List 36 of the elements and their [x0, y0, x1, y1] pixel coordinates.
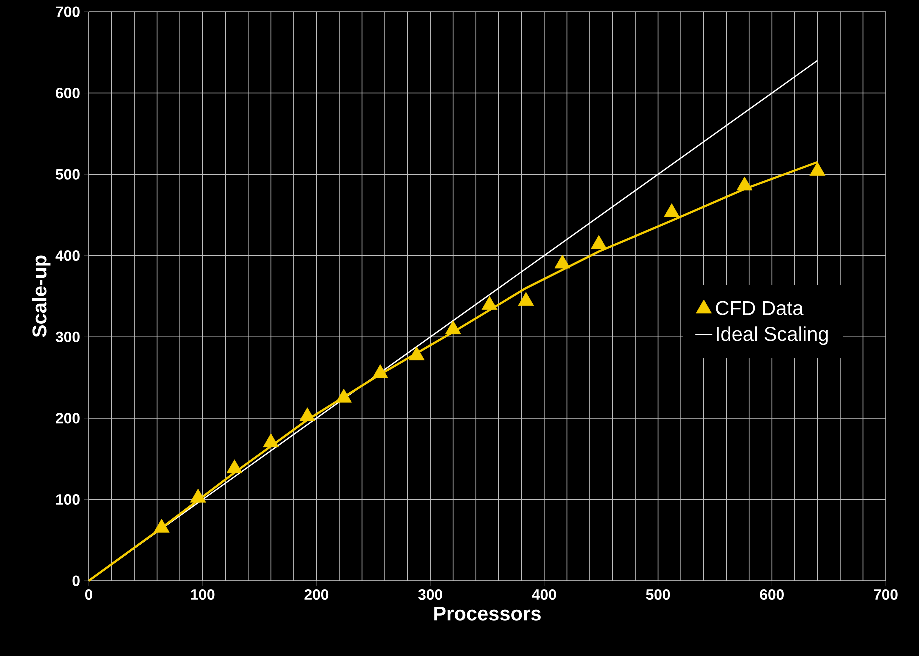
- point: [408, 346, 425, 361]
- x-tick-label: 200: [304, 590, 329, 600]
- y-axis-title: Scale-up: [32, 256, 51, 338]
- point: [591, 235, 608, 250]
- x-tick-label: 400: [532, 590, 556, 600]
- x-tick-label: 300: [418, 590, 442, 600]
- point: [372, 364, 388, 378]
- x-tick-label: 700: [874, 590, 898, 600]
- point: [445, 320, 462, 335]
- point: [336, 388, 352, 403]
- x-axis-title: Processors: [434, 606, 541, 621]
- point: [518, 292, 534, 306]
- point: [736, 176, 753, 191]
- legend-label: CFD Data: [716, 301, 804, 316]
- point: [300, 408, 316, 422]
- y-tick-label: 300: [56, 332, 80, 342]
- y-tick-label: 500: [56, 169, 80, 180]
- x-tick-label: 500: [646, 590, 670, 600]
- point: [154, 519, 170, 533]
- y-tick-label: 100: [56, 494, 80, 505]
- x-tick-label: 100: [191, 590, 215, 600]
- point: [554, 254, 571, 269]
- y-tick-label: 600: [56, 88, 80, 99]
- point: [226, 460, 243, 474]
- x-tick-label: 600: [760, 590, 784, 600]
- x-tick-label: 0: [85, 590, 93, 600]
- legend-label: Ideal Scaling: [717, 326, 828, 346]
- point: [810, 162, 826, 176]
- y-tick-label: 0: [72, 576, 80, 586]
- y-tick-label: 700: [56, 6, 80, 18]
- point: [664, 204, 680, 218]
- point: [482, 296, 498, 310]
- point: [190, 488, 206, 503]
- y-tick-label: 400: [56, 250, 80, 262]
- y-tick-label: 200: [56, 413, 80, 424]
- point: [263, 434, 280, 448]
